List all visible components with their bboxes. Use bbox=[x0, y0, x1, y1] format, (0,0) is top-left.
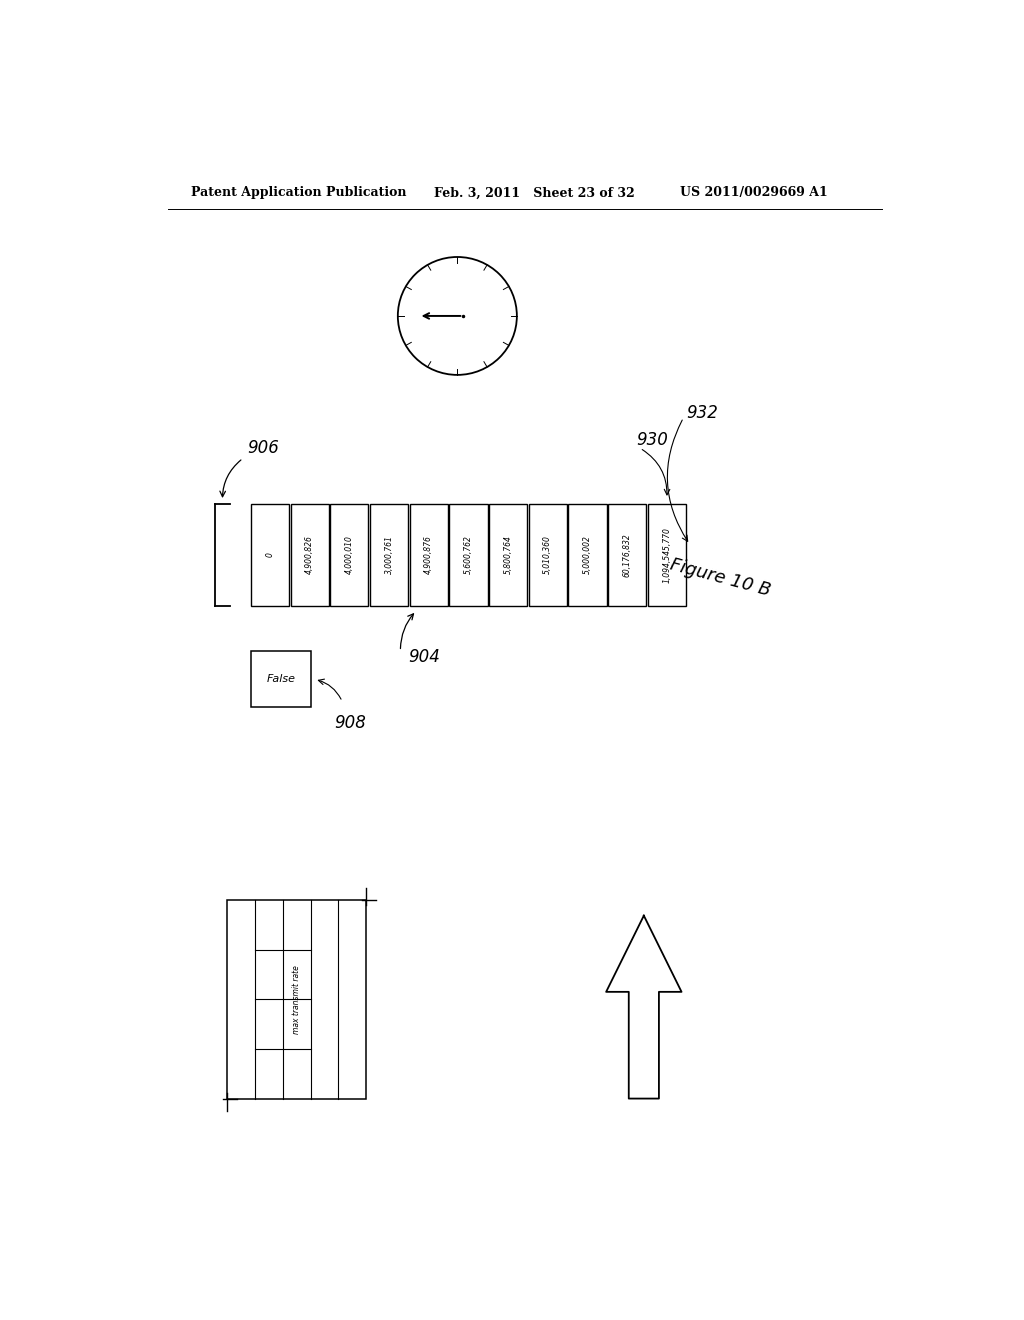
Text: 906: 906 bbox=[247, 440, 279, 457]
Text: 5,000,002: 5,000,002 bbox=[583, 536, 592, 574]
Text: 60,176,832: 60,176,832 bbox=[623, 533, 632, 577]
Bar bbox=[608, 504, 646, 606]
Bar bbox=[528, 504, 567, 606]
Text: 904: 904 bbox=[409, 648, 440, 665]
Bar bbox=[648, 504, 686, 606]
Bar bbox=[331, 504, 369, 606]
Text: False: False bbox=[266, 675, 295, 684]
Text: 932: 932 bbox=[686, 404, 718, 421]
Text: 5,600,762: 5,600,762 bbox=[464, 536, 473, 574]
Bar bbox=[450, 504, 487, 606]
Text: 5,800,764: 5,800,764 bbox=[504, 536, 513, 574]
Bar bbox=[370, 504, 409, 606]
Text: 4,000,010: 4,000,010 bbox=[345, 536, 354, 574]
Text: Feb. 3, 2011   Sheet 23 of 32: Feb. 3, 2011 Sheet 23 of 32 bbox=[433, 186, 634, 199]
Bar bbox=[489, 504, 527, 606]
Text: 4,900,876: 4,900,876 bbox=[424, 536, 433, 574]
Text: US 2011/0029669 A1: US 2011/0029669 A1 bbox=[680, 186, 827, 199]
Text: 1,094,545,770: 1,094,545,770 bbox=[663, 527, 672, 582]
Bar bbox=[568, 504, 606, 606]
Text: 4,900,826: 4,900,826 bbox=[305, 536, 314, 574]
Text: 3,000,761: 3,000,761 bbox=[385, 536, 393, 574]
Bar bbox=[410, 504, 447, 606]
Text: Patent Application Publication: Patent Application Publication bbox=[191, 186, 407, 199]
Text: Figure 10 B: Figure 10 B bbox=[668, 556, 772, 599]
Text: 908: 908 bbox=[334, 714, 367, 731]
Text: max transmit rate: max transmit rate bbox=[292, 965, 301, 1034]
Bar bbox=[291, 504, 329, 606]
Text: 0: 0 bbox=[265, 552, 274, 557]
Text: 5,010,360: 5,010,360 bbox=[544, 536, 552, 574]
Bar bbox=[251, 504, 289, 606]
Text: 930: 930 bbox=[636, 432, 668, 449]
Bar bbox=[227, 900, 367, 1098]
Bar bbox=[251, 651, 310, 708]
